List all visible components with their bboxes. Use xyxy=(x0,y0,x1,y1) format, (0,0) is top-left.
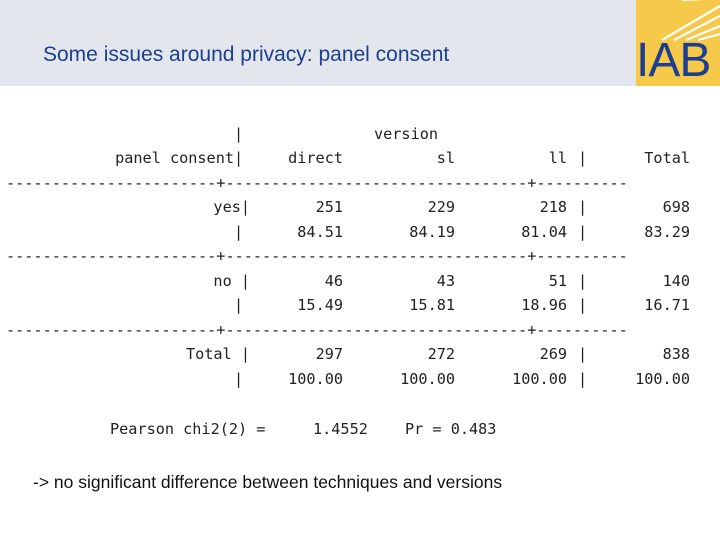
header-row: panel consent | direct sl ll | Total xyxy=(0,146,720,170)
pct-cell: 100.00 xyxy=(512,370,567,388)
divider-line: -----------------------+----------------… xyxy=(6,174,628,192)
freq-cell: 297 xyxy=(315,345,343,363)
column-separator: | xyxy=(578,272,588,290)
column-header-direct: direct xyxy=(288,149,343,167)
header-row-version: | version xyxy=(0,122,720,146)
freq-cell: 51 xyxy=(548,272,567,290)
chi2-statistic: Pearson chi2(2) = 1.4552 Pr = 0.483 xyxy=(0,417,720,441)
logo-graphic-icon xyxy=(661,0,720,42)
pct-cell: 84.19 xyxy=(409,223,455,241)
row-label: Total | xyxy=(185,345,250,363)
row-label: no | xyxy=(213,272,250,290)
freq-cell: 269 xyxy=(539,345,567,363)
table-row: | 100.00 100.00 100.00 | 100.00 xyxy=(0,367,720,391)
table-row: Total | 297 272 269 | 838 xyxy=(0,342,720,366)
column-header-total: Total xyxy=(644,149,690,167)
row-label: yes| xyxy=(213,198,250,216)
column-separator: | xyxy=(578,345,588,363)
chi2-value: 1.4552 xyxy=(313,420,368,438)
column-header-sl: sl xyxy=(436,149,455,167)
row-variable-label: panel consent xyxy=(115,149,234,167)
pct-cell: 84.51 xyxy=(297,223,343,241)
column-separator: | xyxy=(234,223,244,241)
column-separator: | xyxy=(578,370,588,388)
freq-total-cell: 140 xyxy=(662,272,690,290)
table-row: yes| 251 229 218 | 698 xyxy=(0,195,720,219)
pct-cell: 100.00 xyxy=(400,370,455,388)
column-separator: | xyxy=(234,370,244,388)
pct-cell: 81.04 xyxy=(521,223,567,241)
column-separator: | xyxy=(578,223,588,241)
column-separator: | xyxy=(578,296,588,314)
logo-text: IAB xyxy=(636,34,711,87)
iab-logo: IAB xyxy=(632,0,720,87)
table-row: no | 46 43 51 | 140 xyxy=(0,269,720,293)
pct-cell: 18.96 xyxy=(521,296,567,314)
freq-cell: 272 xyxy=(427,345,455,363)
pct-cell: 100.00 xyxy=(288,370,343,388)
divider-line: -----------------------+----------------… xyxy=(6,247,628,265)
column-separator: | xyxy=(234,296,244,314)
pct-total-cell: 100.00 xyxy=(635,370,690,388)
p-value: Pr = 0.483 xyxy=(405,420,497,438)
column-separator: | xyxy=(234,149,244,167)
table-row: | 84.51 84.19 81.04 | 83.29 xyxy=(0,220,720,244)
freq-cell: 251 xyxy=(315,198,343,216)
pct-total-cell: 83.29 xyxy=(644,223,690,241)
table-row: | 15.49 15.81 18.96 | 16.71 xyxy=(0,293,720,317)
pct-cell: 15.49 xyxy=(297,296,343,314)
divider-line: -----------------------+----------------… xyxy=(6,321,628,339)
column-separator: | xyxy=(578,149,588,167)
freq-total-cell: 698 xyxy=(662,198,690,216)
column-group-label: version xyxy=(374,125,439,143)
pct-cell: 15.81 xyxy=(409,296,455,314)
freq-cell: 229 xyxy=(427,198,455,216)
chi2-label: Pearson chi2(2) = xyxy=(110,420,266,438)
header-band xyxy=(0,0,720,86)
freq-cell: 218 xyxy=(539,198,567,216)
column-separator: | xyxy=(234,125,244,143)
pct-total-cell: 16.71 xyxy=(644,296,690,314)
column-header-ll: ll xyxy=(548,149,567,167)
column-separator: | xyxy=(578,198,588,216)
freq-cell: 43 xyxy=(436,272,455,290)
conclusion-note: -> no significant difference between tec… xyxy=(33,472,503,492)
freq-total-cell: 838 xyxy=(662,345,690,363)
freq-cell: 46 xyxy=(324,272,343,290)
slide-title: Some issues around privacy: panel consen… xyxy=(43,43,450,66)
